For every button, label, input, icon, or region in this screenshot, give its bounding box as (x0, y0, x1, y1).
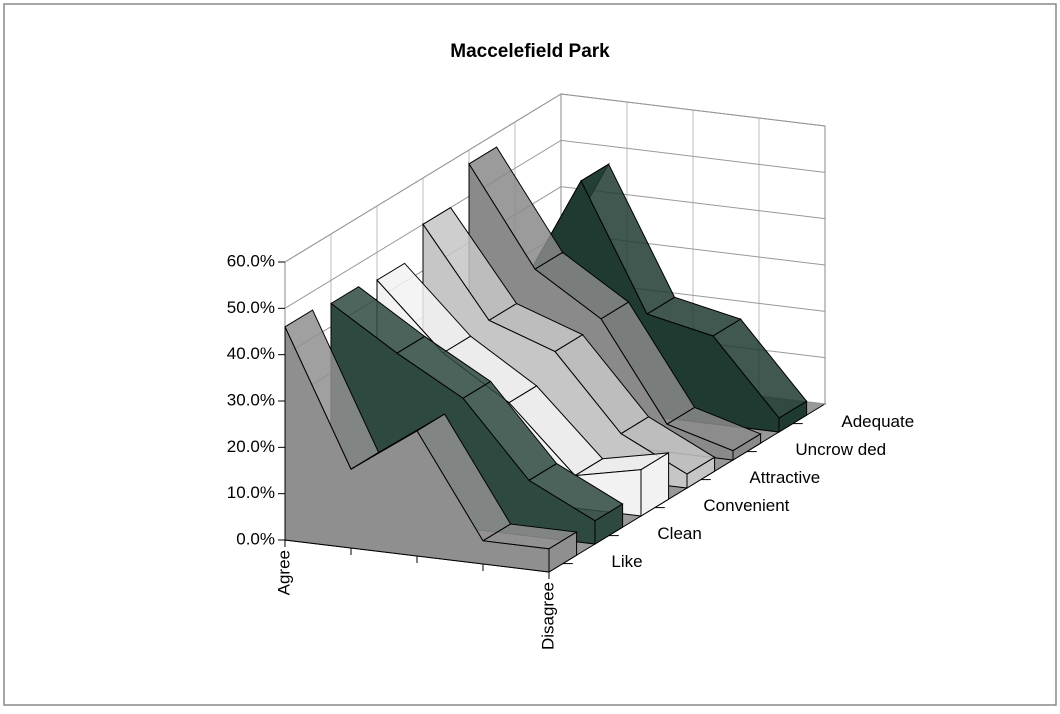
series-label: Attractive (749, 468, 820, 487)
x-tick-label: Agree (274, 550, 293, 595)
series-label: Uncrow ded (795, 440, 886, 459)
y-tick-label: 40.0% (227, 344, 275, 363)
y-tick-label: 10.0% (227, 483, 275, 502)
grid-line (284, 93, 826, 263)
y-tick-label: 60.0% (227, 251, 275, 270)
series-label: Clean (657, 524, 701, 543)
area (284, 326, 550, 573)
y-tick-label: 0.0% (236, 529, 275, 548)
series-label: Like (611, 552, 642, 571)
y-tick-label: 30.0% (227, 390, 275, 409)
y-tick-label: 20.0% (227, 437, 275, 456)
y-tick-label: 50.0% (227, 298, 275, 317)
chart-title: Maccelefield Park (450, 41, 610, 62)
x-tick-label: Disagree (538, 582, 557, 650)
series-label: Adequate (841, 412, 914, 431)
grid-line (284, 139, 826, 309)
series-label: Convenient (703, 496, 789, 515)
